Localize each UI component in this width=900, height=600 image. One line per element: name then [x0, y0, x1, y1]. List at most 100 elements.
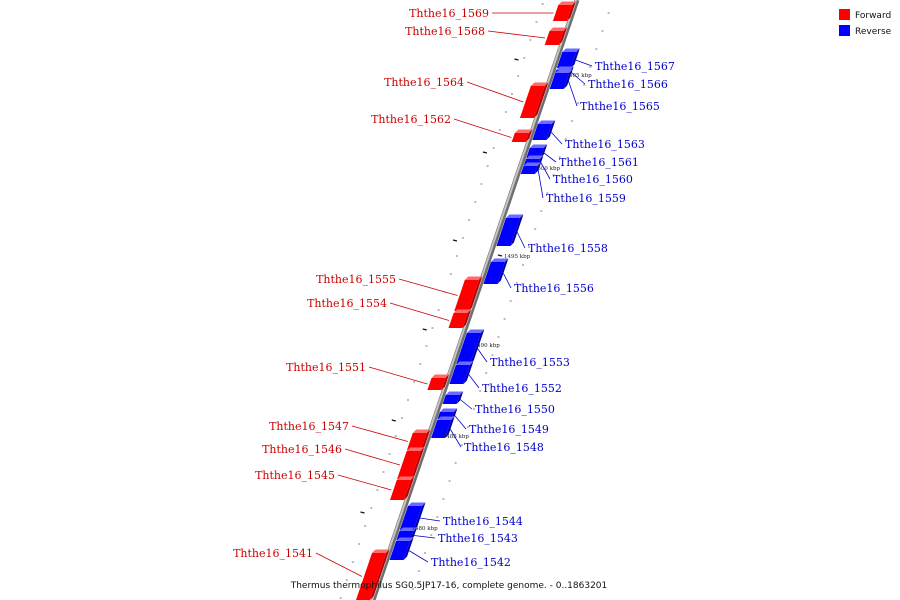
gene-label-Ththe16_1554[interactable]: Ththe16_1554	[307, 297, 387, 310]
gene-block-front-face	[449, 365, 470, 384]
gene-block-Ththe16_1548	[431, 416, 455, 438]
gene-label-Ththe16_1559[interactable]: Ththe16_1559	[546, 192, 626, 205]
gene-block-top-face	[453, 309, 472, 313]
legend-reverse-swatch	[839, 25, 850, 36]
leader-line-Ththe16_1546	[344, 448, 401, 466]
gene-block-Ththe16_1553	[456, 329, 485, 364]
gene-block-Ththe16_1542	[389, 537, 414, 560]
legend-forward-label: Forward	[855, 11, 891, 21]
gene-block-top-face	[431, 374, 449, 378]
kbp-labels: 1505 kbp 1500 kbp 1495 kbp 1490 kbp 1485 kbp…	[412, 73, 593, 532]
gene-block-front-face	[511, 133, 529, 142]
gene-block-front-face	[520, 166, 538, 174]
gene-block-top-face	[514, 129, 533, 133]
gene-label-Ththe16_1548[interactable]: Ththe16_1548	[464, 441, 544, 454]
gene-block-front-face	[407, 433, 427, 450]
kbp-label: 1500 kbp	[534, 166, 561, 172]
gene-block-front-face	[442, 395, 460, 404]
gene-label-Ththe16_1566[interactable]: Ththe16_1566	[588, 78, 668, 91]
gene-block-top-face	[399, 527, 417, 531]
gene-label-Ththe16_1569[interactable]: Ththe16_1569	[409, 7, 489, 20]
gene-block-top-face	[455, 361, 474, 365]
leader-line-Ththe16_1541	[315, 552, 363, 577]
gene-label-Ththe16_1544[interactable]: Ththe16_1544	[443, 515, 523, 528]
gene-block-top-face	[529, 144, 548, 148]
kbp-label: 1495 kbp	[504, 254, 531, 260]
leader-line-Ththe16_1566	[571, 72, 586, 85]
gene-label-Ththe16_1542[interactable]: Ththe16_1542	[431, 556, 511, 569]
gene-block-Ththe16_1563	[532, 120, 556, 140]
leader-line-Ththe16_1549	[454, 415, 467, 430]
gene-block-side-face	[370, 549, 390, 600]
leader-line-Ththe16_1561	[543, 152, 557, 163]
gene-block-side-face	[546, 120, 556, 140]
legend-reverse-label: Reverse	[855, 27, 892, 37]
leader-line-Ththe16_1552	[468, 374, 480, 389]
gene-label-Ththe16_1560[interactable]: Ththe16_1560	[553, 173, 633, 186]
gene-block-Ththe16_1564	[519, 82, 549, 118]
gene-block-side-face	[525, 129, 533, 142]
gene-block-top-face	[466, 329, 485, 333]
gene-label-Ththe16_1564[interactable]: Ththe16_1564	[384, 76, 464, 89]
leader-line-Ththe16_1551	[368, 366, 428, 385]
major-tick-left	[391, 419, 396, 422]
gene-label-Ththe16_1552[interactable]: Ththe16_1552	[482, 382, 562, 395]
leader-line-Ththe16_1563	[550, 131, 563, 145]
gene-label-Ththe16_1551[interactable]: Ththe16_1551	[286, 361, 366, 374]
gene-block-top-face	[439, 408, 458, 412]
gene-block-top-face	[530, 82, 549, 86]
gene-block-Ththe16_1565	[549, 69, 573, 89]
gene-block-side-face	[497, 258, 509, 284]
gene-block-front-face	[556, 52, 577, 68]
gene-block-front-face	[496, 218, 520, 246]
leader-line-Ththe16_1558	[516, 231, 526, 249]
leader-line-Ththe16_1544	[419, 517, 441, 522]
gene-block-Ththe16_1569	[552, 1, 576, 21]
gene-block-Ththe16_1555	[454, 276, 483, 311]
gene-label-Ththe16_1545[interactable]: Ththe16_1545	[255, 469, 335, 482]
gene-block-side-face	[413, 502, 426, 530]
gene-block-side-face	[463, 361, 474, 384]
legend-forward-swatch	[839, 9, 850, 20]
gene-label-Ththe16_1563[interactable]: Ththe16_1563	[565, 138, 645, 151]
gene-label-Ththe16_1562[interactable]: Ththe16_1562	[371, 113, 451, 126]
gene-label-Ththe16_1567[interactable]: Ththe16_1567	[595, 60, 675, 73]
gene-block-top-face	[464, 276, 483, 280]
gene-block-side-face	[411, 447, 425, 479]
gene-block-front-face	[427, 378, 446, 390]
gene-block-front-face	[552, 5, 573, 21]
gene-block-side-face	[558, 27, 567, 45]
gene-label-Ththe16_1543[interactable]: Ththe16_1543	[438, 532, 518, 545]
leader-line-Ththe16_1547	[351, 425, 409, 442]
gene-block-side-face	[445, 416, 455, 438]
gene-label-Ththe16_1558[interactable]: Ththe16_1558	[528, 242, 608, 255]
gene-block-side-face	[570, 48, 580, 68]
gene-block-side-face	[462, 309, 472, 328]
gene-block-side-face	[441, 374, 449, 390]
gene-label-Ththe16_1561[interactable]: Ththe16_1561	[559, 156, 639, 169]
gene-label-Ththe16_1546[interactable]: Ththe16_1546	[262, 443, 342, 456]
gene-block-Ththe16_1546	[397, 447, 425, 479]
gene-label-Ththe16_1556[interactable]: Ththe16_1556	[514, 282, 594, 295]
legend: Forward Reverse	[839, 9, 892, 37]
gene-block-side-face	[468, 276, 483, 311]
gene-label-Ththe16_1555[interactable]: Ththe16_1555	[316, 273, 396, 286]
gene-label-Ththe16_1565[interactable]: Ththe16_1565	[580, 100, 660, 113]
gene-block-front-face	[397, 451, 421, 479]
gene-label-Ththe16_1547[interactable]: Ththe16_1547	[269, 420, 349, 433]
gene-label-Ththe16_1541[interactable]: Ththe16_1541	[233, 547, 313, 560]
gene-leader-lines	[315, 12, 593, 577]
gene-label-Ththe16_1553[interactable]: Ththe16_1553	[490, 356, 570, 369]
kbp-label: 1490 kbp	[474, 343, 501, 349]
leader-line-Ththe16_1548	[449, 428, 462, 448]
gene-block-Ththe16_1556	[483, 258, 509, 284]
gene-block-side-face	[410, 527, 417, 540]
gene-block-Ththe16_1567	[556, 48, 580, 68]
gene-block-Ththe16_1558	[496, 214, 524, 246]
gene-label-Ththe16_1549[interactable]: Ththe16_1549	[469, 423, 549, 436]
gene-label-Ththe16_1550[interactable]: Ththe16_1550	[475, 403, 555, 416]
kbp-label: 1480 kbp	[412, 526, 439, 532]
gene-label-Ththe16_1568[interactable]: Ththe16_1568	[405, 25, 485, 38]
gene-block-front-face	[483, 262, 505, 284]
leader-line-Ththe16_1565	[568, 80, 578, 107]
